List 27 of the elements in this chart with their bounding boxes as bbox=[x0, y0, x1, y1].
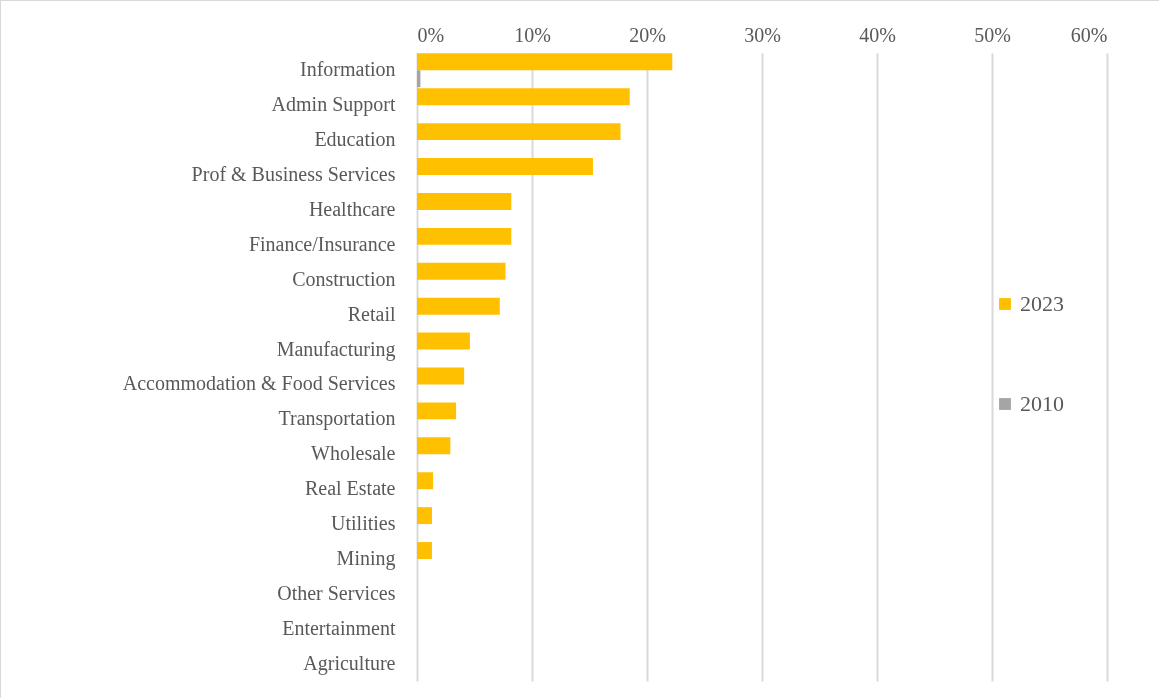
legend-label: 2023 bbox=[1020, 291, 1064, 316]
y-tick-label: Retail bbox=[347, 302, 396, 325]
y-tick-label: Other Services bbox=[277, 581, 396, 604]
y-tick-label: Finance/Insurance bbox=[248, 232, 396, 255]
y-tick-label: Prof & Business Services bbox=[191, 163, 396, 185]
y-tick-label: Education bbox=[314, 128, 396, 151]
x-tick-label: 30% bbox=[744, 23, 781, 46]
y-tick-label: Mining bbox=[336, 547, 396, 570]
y-tick-label: Accommodation & Food Services bbox=[122, 372, 396, 395]
y-tick-label: Utilities bbox=[331, 512, 396, 535]
y-tick-label: Healthcare bbox=[308, 197, 396, 220]
y-tick-label: Construction bbox=[292, 267, 396, 290]
y-tick-label: Information bbox=[299, 58, 396, 81]
y-tick-label: Wholesale bbox=[311, 442, 396, 465]
x-tick-label: 40% bbox=[859, 23, 896, 46]
x-tick-label: 0% bbox=[417, 23, 445, 46]
y-tick-label: Transportation bbox=[278, 407, 396, 431]
y-tick-label: Admin Support bbox=[271, 93, 396, 117]
y-tick-label: Entertainment bbox=[282, 616, 396, 639]
y-tick-label: Real Estate bbox=[304, 477, 396, 500]
legend-label: 2010 bbox=[1020, 391, 1064, 416]
x-tick-label: 50% bbox=[974, 23, 1011, 46]
y-tick-label: Manufacturing bbox=[276, 337, 396, 361]
x-tick-label: 20% bbox=[629, 23, 666, 46]
y-tick-label: Agriculture bbox=[303, 651, 396, 675]
x-tick-label: 60% bbox=[1070, 23, 1108, 46]
x-tick-label: 10% bbox=[514, 23, 551, 46]
